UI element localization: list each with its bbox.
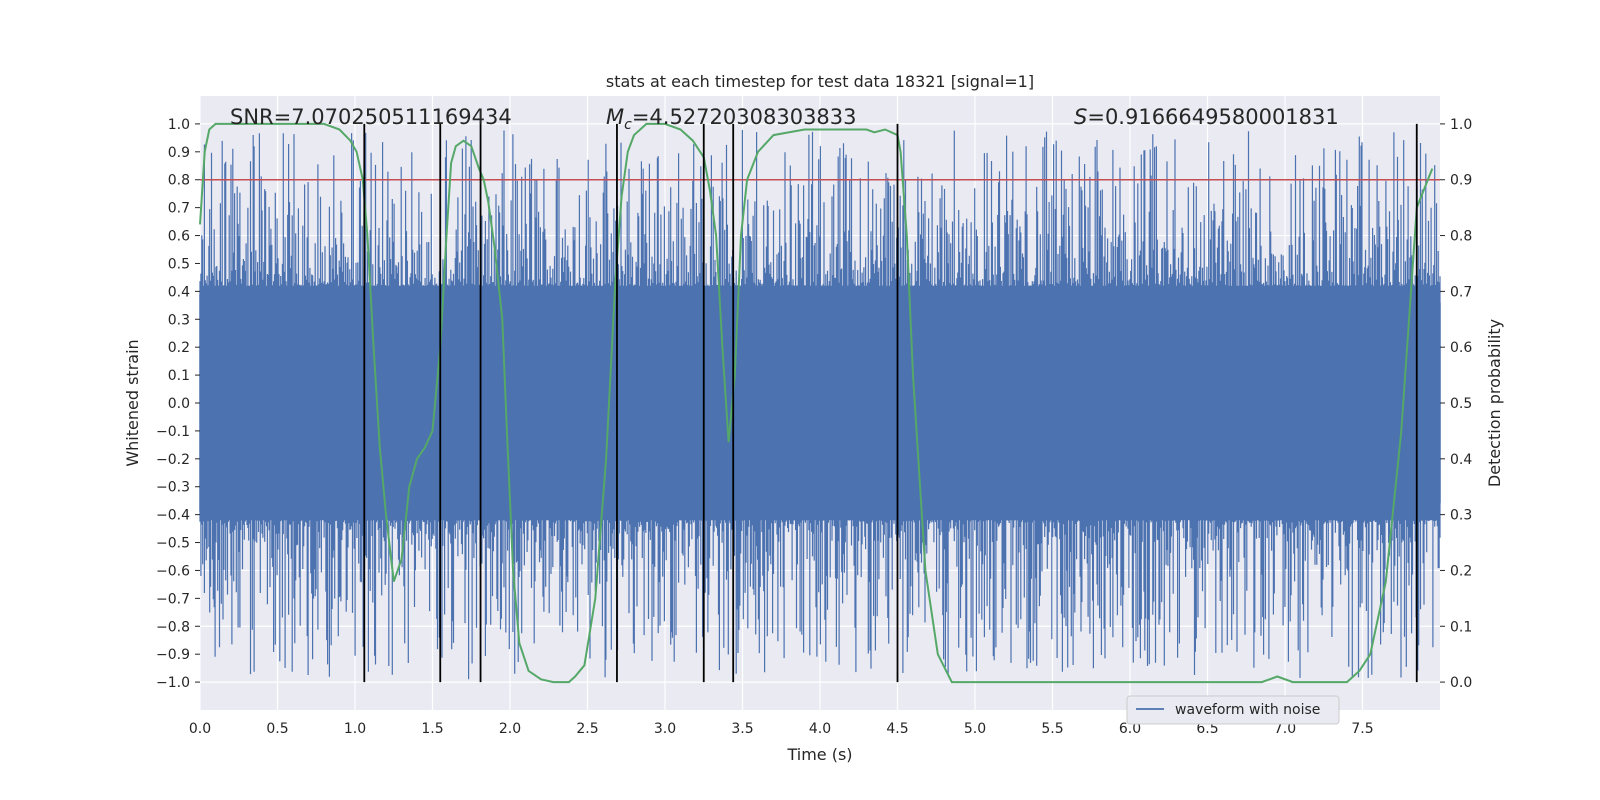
y-tick-label: −0.4 <box>156 508 190 524</box>
y-tick-label: −0.8 <box>156 619 190 635</box>
y2-tick-label: 0.3 <box>1450 508 1472 524</box>
x-tick-label: 4.0 <box>809 721 831 737</box>
waveform-spikes <box>199 129 1441 680</box>
x-tick-label: 6.5 <box>1196 721 1218 737</box>
x-ticks: 0.0 0.5 1.0 1.5 2.0 2.5 3.0 3.5 4.0 4.5 5.0 5.5 6.0 6… <box>189 721 1374 737</box>
y2-tick-label: 0.5 <box>1450 396 1472 412</box>
y2-tick-label: 0.8 <box>1450 229 1472 245</box>
x-tick-label: 2.0 <box>499 721 521 737</box>
y-tick-label: −0.2 <box>156 452 190 468</box>
y-axis-title: Whitened strain <box>123 339 142 466</box>
y-ticks: 1.0 0.9 0.8 0.7 0.6 0.5 0.4 0.3 0.2 0.1 0.0 −0.1 −0.… <box>156 117 200 691</box>
y-tick-label: 0.7 <box>168 201 190 217</box>
x-tick-label: 6.0 <box>1119 721 1141 737</box>
mc-annotation: Mc=4.52720308303833 <box>606 105 857 133</box>
s-symbol: S <box>1074 105 1087 129</box>
x-tick-label: 3.5 <box>731 721 753 737</box>
y2-tick-label: 0.4 <box>1450 452 1472 468</box>
x-tick-label: 5.5 <box>1041 721 1063 737</box>
snr-annotation: SNR=7.070250511169434 <box>230 105 512 129</box>
x-tick-label: 4.5 <box>886 721 908 737</box>
x-tick-label: 5.0 <box>964 721 986 737</box>
y-tick-label: −0.5 <box>156 536 190 552</box>
y-tick-label: 0.4 <box>168 284 190 300</box>
y-tick-label: 0.2 <box>168 340 190 356</box>
y2-tick-label: 0.0 <box>1450 675 1472 691</box>
y2-tick-label: 1.0 <box>1450 117 1472 133</box>
legend-box <box>1126 695 1340 725</box>
y2-tick-label: 0.9 <box>1450 173 1472 189</box>
probability-line <box>199 122 1434 684</box>
y2-axis-title: Detection probability <box>1485 319 1504 487</box>
x-tick-label: 3.0 <box>654 721 676 737</box>
y-tick-label: −0.6 <box>156 563 190 579</box>
legend-label: waveform with noise <box>1175 702 1320 718</box>
y-tick-label: −0.9 <box>156 647 190 663</box>
y2-tick-label: 0.2 <box>1450 563 1472 579</box>
s-annotation: S=0.9166649580001831 <box>1074 105 1339 129</box>
vertical-lines <box>363 123 1418 683</box>
y-tick-label: 0.8 <box>168 173 190 189</box>
y-tick-label: 0.0 <box>168 396 190 412</box>
y-tick-label: −1.0 <box>156 675 190 691</box>
y-tick-label: −0.7 <box>156 591 190 607</box>
mc-subscript: c <box>624 117 632 133</box>
y-tick-label: 0.6 <box>168 229 190 245</box>
mc-symbol: M <box>606 105 624 129</box>
x-axis-title: Time (s) <box>786 745 852 764</box>
y2-tick-label: 0.6 <box>1450 340 1472 356</box>
y-tick-label: −0.1 <box>156 424 190 440</box>
y-tick-label: −0.3 <box>156 480 190 496</box>
chart-title: stats at each timestep for test data 183… <box>606 72 1034 91</box>
y-tick-label: 1.0 <box>168 117 190 133</box>
mc-value: =4.52720308303833 <box>632 105 857 129</box>
x-tick-label: 1.0 <box>344 721 366 737</box>
x-tick-label: 0.0 <box>189 721 211 737</box>
y-tick-label: 0.5 <box>168 256 190 272</box>
x-tick-label: 7.5 <box>1351 721 1373 737</box>
x-tick-label: 2.5 <box>576 721 598 737</box>
y-tick-label: 0.1 <box>168 368 190 384</box>
y-tick-label: 0.9 <box>168 145 190 161</box>
legend: waveform with noise <box>1126 695 1340 725</box>
y2-tick-label: 0.7 <box>1450 284 1472 300</box>
y2-tick-label: 0.1 <box>1450 619 1472 635</box>
x-tick-label: 0.5 <box>266 721 288 737</box>
s-value: =0.9166649580001831 <box>1087 105 1338 129</box>
x-tick-label: 1.5 <box>421 721 443 737</box>
y-tick-label: 0.3 <box>168 312 190 328</box>
x-tick-label: 7.0 <box>1274 721 1296 737</box>
y2-ticks: 1.0 0.9 0.8 0.7 0.6 0.5 0.4 0.3 0.2 0.1 0.0 <box>1440 117 1472 691</box>
